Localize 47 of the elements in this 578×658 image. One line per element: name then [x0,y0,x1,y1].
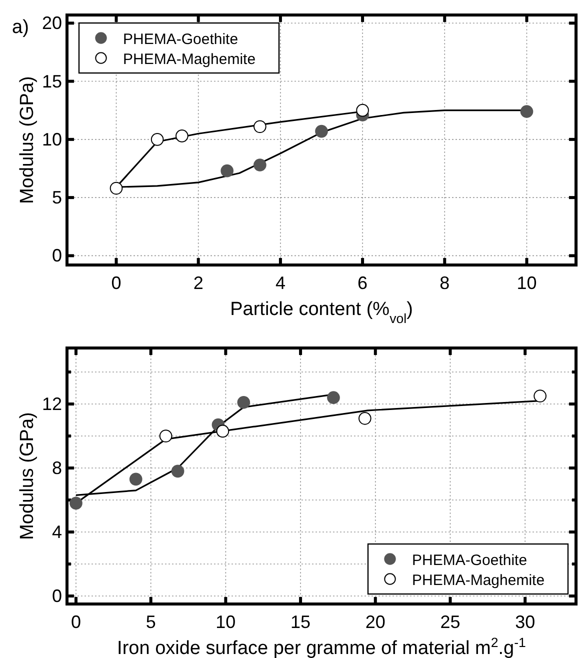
legend-label: PHEMA-Goethite [412,552,528,569]
point [159,430,172,442]
y-tick-label: 10 [42,129,62,150]
point [520,105,534,118]
point [315,124,328,138]
y-tick-label: 0 [52,246,62,266]
point [237,396,250,409]
x-tick-label: 2 [193,273,204,293]
x-tick-label: 30 [515,612,536,632]
legend-label: PHEMA-Goethite [123,31,238,48]
point [356,104,369,117]
y-tick-label: 20 [42,13,62,34]
x-tick-label: 25 [440,612,460,632]
x-tick-label: 0 [111,273,122,293]
x-tick-label: 6 [358,273,368,293]
point [176,130,188,142]
y-tick-label: 12 [42,394,62,414]
x-tick-label: 10 [516,273,537,293]
point [171,464,184,478]
y-tick-label: 0 [52,586,62,606]
y-tick-label: 15 [42,71,62,92]
x-tick-label: 0 [70,612,81,632]
point [129,472,142,486]
point [327,391,340,404]
text: a) [12,17,29,38]
y-axis-title: Modulus (GPa) [17,412,38,540]
x-tick-label: 5 [146,612,156,632]
y-axis-title: Modulus (GPa) [17,76,38,204]
point [70,496,82,510]
y-tick-label: 8 [52,458,62,478]
x-tick-label: 20 [365,612,386,632]
y-tick-label: 5 [52,188,62,208]
x-tick-label: 10 [216,612,236,632]
x-axis-title: Particle content (%$_{vol}$) [230,299,413,326]
point [110,182,123,195]
x-tick-label: 15 [290,612,311,632]
y-tick-label: 4 [52,522,62,542]
x-tick-label: 8 [440,273,450,293]
point [150,133,164,146]
legend-label: PHEMA-Maghemite [412,572,545,589]
point [254,120,266,134]
point [254,158,266,172]
x-axis-title: Iron oxide surface per gramme of material m$^{2}$.g$^{-1}$ [117,634,526,658]
x-tick-label: 4 [275,273,286,293]
point [216,424,230,438]
legend-label: PHEMA-Maghemite [123,51,256,68]
point [220,164,234,178]
